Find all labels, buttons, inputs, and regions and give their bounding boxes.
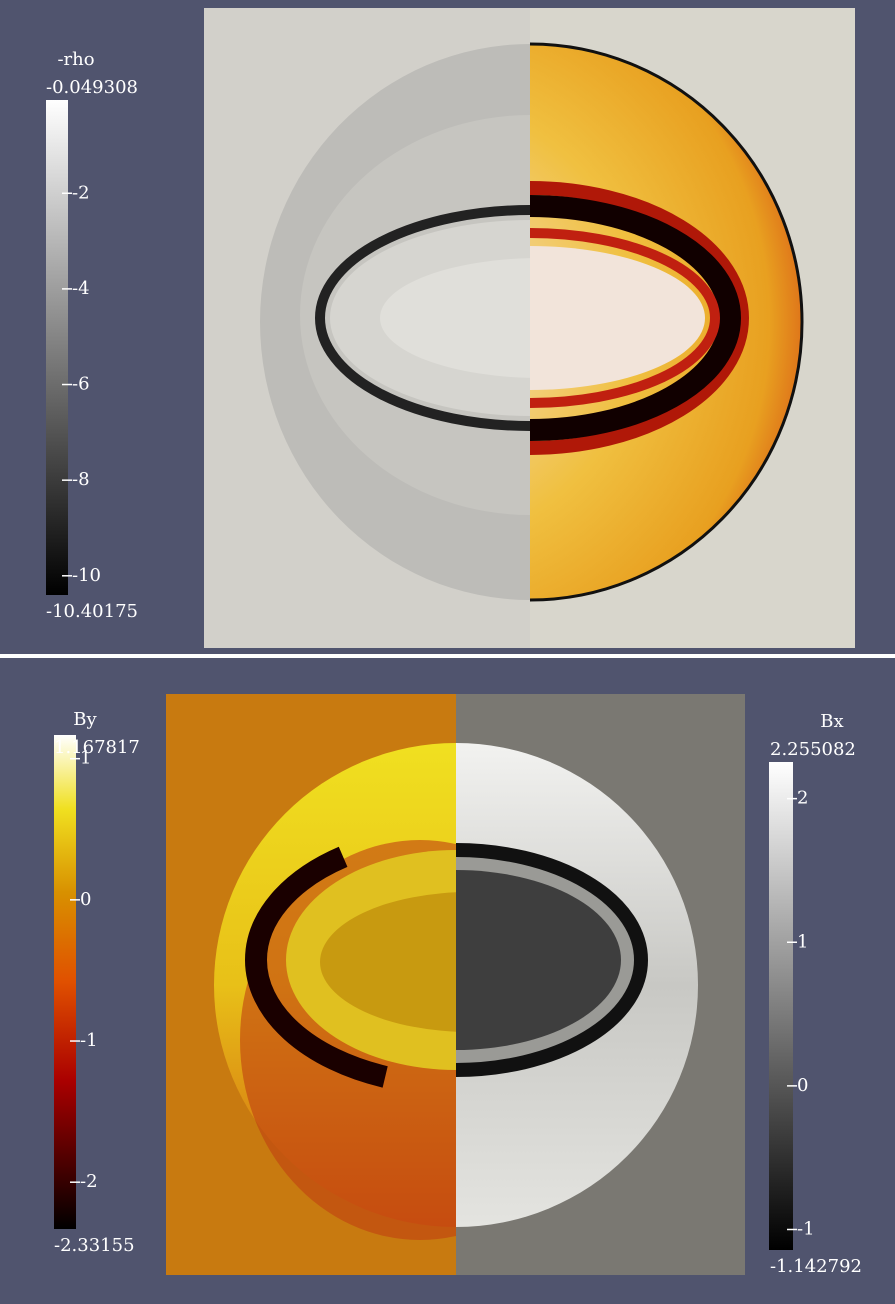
colorbar-max: 1.167817 bbox=[54, 737, 140, 758]
colorbar-title: By bbox=[73, 709, 97, 730]
colorbar bbox=[54, 735, 76, 1229]
tick-label: -6 bbox=[72, 374, 90, 395]
tick-label: -4 bbox=[72, 278, 90, 299]
colorbar-title: Bx bbox=[820, 711, 843, 732]
colorbar-title: -rho bbox=[57, 49, 94, 70]
colorbar-max: 2.255082 bbox=[770, 739, 856, 760]
tick-label: -8 bbox=[72, 469, 90, 490]
colorbar-min: -2.33155 bbox=[54, 1235, 135, 1256]
tick-label: -2 bbox=[80, 1171, 98, 1192]
tick-label: 1 bbox=[797, 931, 808, 952]
colorbars: -rho-0.049308-10.40175-2-4-6-8-10By1.167… bbox=[46, 49, 862, 1277]
colorbar-max: -0.049308 bbox=[46, 77, 138, 98]
tick-label: 1 bbox=[80, 748, 91, 769]
bx-field bbox=[456, 743, 698, 1227]
tick-label: 0 bbox=[80, 889, 91, 910]
by-field bbox=[214, 743, 456, 1240]
colorbar bbox=[46, 100, 68, 595]
tick-label: -10 bbox=[72, 565, 101, 586]
density-gray bbox=[260, 44, 530, 600]
tick-label: -2 bbox=[72, 182, 90, 203]
density-color bbox=[530, 42, 804, 602]
colorbar bbox=[769, 762, 793, 1250]
tick-label: -1 bbox=[797, 1218, 815, 1239]
tick-label: 2 bbox=[797, 788, 808, 809]
colorbar-min: -10.40175 bbox=[46, 601, 138, 622]
colorbar-min: -1.142792 bbox=[770, 1256, 862, 1277]
divider bbox=[0, 654, 895, 658]
tick-label: -1 bbox=[80, 1030, 98, 1051]
tick-label: 0 bbox=[797, 1075, 808, 1096]
